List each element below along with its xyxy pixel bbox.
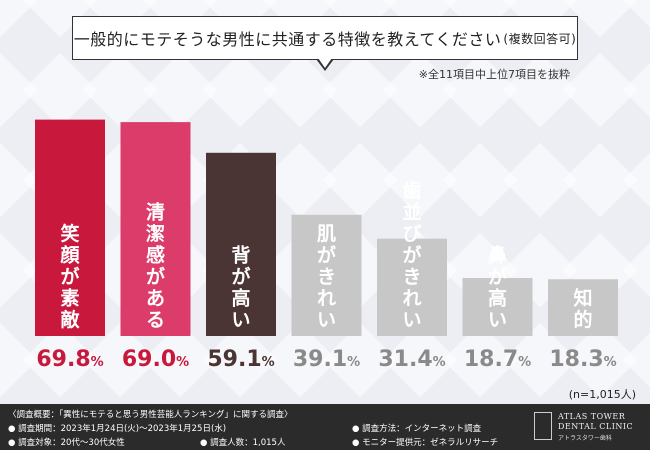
tooth-logo-icon xyxy=(534,412,552,440)
bar-6 xyxy=(462,278,533,336)
bar-value-label-6: 18.7% xyxy=(464,347,531,372)
survey-method: ● 調査方法：インターネット調査 xyxy=(352,424,482,434)
bar-5 xyxy=(377,238,447,336)
question-suffix: (複数回答可) xyxy=(503,31,577,46)
bubble-tail-inner xyxy=(318,58,332,68)
survey-footer: 〈調査概要：「異性にモテると思う男性芸能人ランキング」に関する調査〉 ● 調査期… xyxy=(0,404,650,450)
survey-overview: 〈調査概要：「異性にモテると思う男性芸能人ランキング」に関する調査〉 xyxy=(8,410,293,420)
bar-category-label-4: 肌がきれい xyxy=(317,223,336,331)
bar-category-label-1: 笑顔が素敵 xyxy=(59,222,80,331)
survey-provider: ● モニター提供元：ゼネラルリサーチ xyxy=(352,438,499,448)
bar-4 xyxy=(291,214,362,336)
bar-category-label-7: 知的 xyxy=(573,287,592,332)
bar-value-label-1: 69.8% xyxy=(36,347,103,372)
bar-value-label-3: 59.1% xyxy=(207,347,274,372)
bar-3 xyxy=(206,152,276,336)
clinic-logo: ATLAS TOWER DENTAL CLINIC アトラスタワー歯科 xyxy=(534,410,642,444)
logo-line-1: ATLAS TOWER xyxy=(558,412,626,421)
logo-line-2: DENTAL CLINIC xyxy=(558,422,634,431)
bar-value-label-7: 18.3% xyxy=(549,347,616,372)
bar-value-label-5: 31.4% xyxy=(378,347,445,372)
question-text: 一般的にモテそうな男性に共通する特徴を教えてください xyxy=(73,30,502,49)
bar-chart: 笑顔が素敵 69.8% 清潔感がある 69.0% 背が高い 59.1% 肌がきれい 39.1%… xyxy=(35,119,618,372)
survey-count: ● 調査人数：1,015人 xyxy=(200,438,286,448)
bar-category-label-3: 背が高い xyxy=(231,244,250,332)
bar-7 xyxy=(548,279,618,336)
bar-value-label-4: 39.1% xyxy=(293,347,360,372)
bar-value-label-2: 69.0% xyxy=(122,347,189,372)
survey-period: ● 調査期間：2023年1月24日(火)〜2023年1月25日(水) xyxy=(8,424,227,434)
bar-category-label-5: 歯並びがきれい xyxy=(402,179,421,331)
question-bubble: 一般的にモテそうな男性に共通する特徴を教えてください (複数回答可) xyxy=(72,16,578,60)
bar-category-label-6: 鼻が高い xyxy=(488,244,507,332)
bar-category-label-2: 清潔感がある xyxy=(146,201,165,332)
survey-target: ● 調査対象：20代〜30代女性 xyxy=(8,438,125,448)
bar-1 xyxy=(35,119,105,337)
sample-size-label: (n=1,015人) xyxy=(568,388,636,401)
excerpt-note: ※全11項目中上位7項目を抜粋 xyxy=(418,68,570,81)
logo-line-3: アトラスタワー歯科 xyxy=(558,435,612,442)
bar-2 xyxy=(120,122,191,336)
